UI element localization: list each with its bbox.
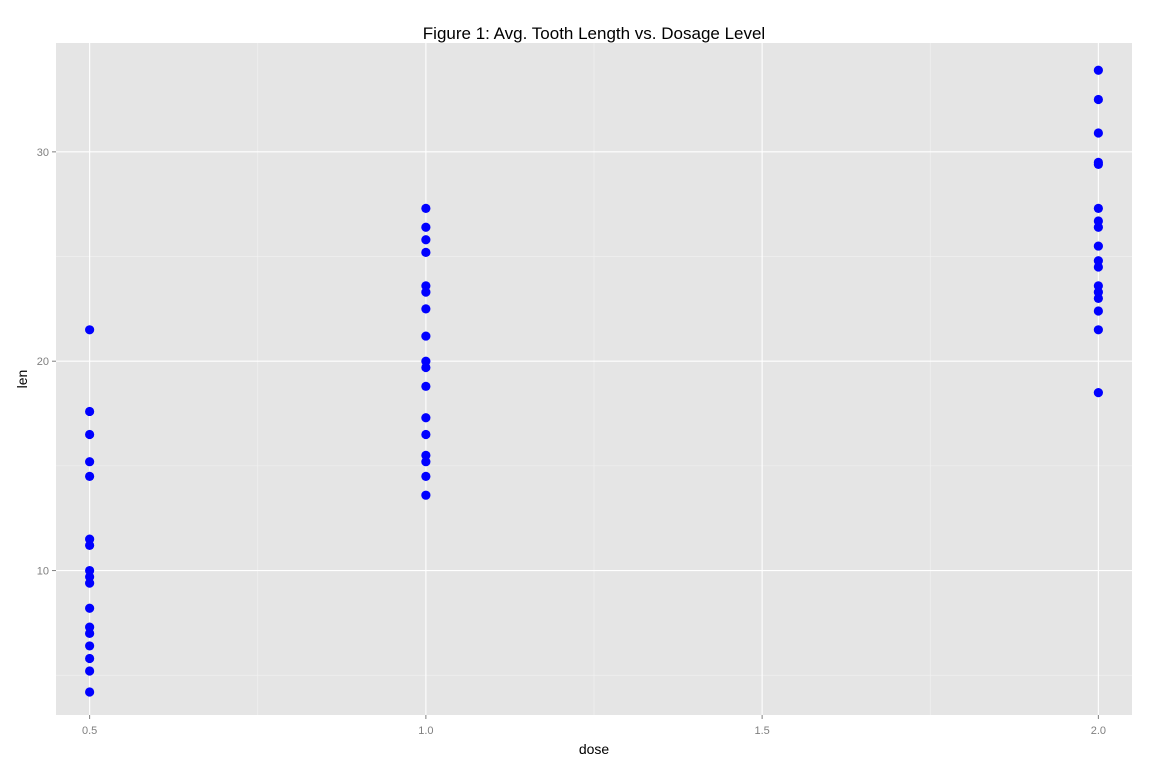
data-point <box>421 471 431 481</box>
data-point <box>421 356 431 366</box>
data-point <box>1093 203 1103 213</box>
data-point <box>1093 216 1103 226</box>
data-point <box>85 325 95 335</box>
data-point <box>421 247 431 257</box>
y-tick-label: 30 <box>37 147 49 159</box>
data-point <box>85 622 95 632</box>
data-point <box>85 429 95 440</box>
data-point <box>85 641 95 651</box>
data-point <box>85 471 95 481</box>
data-point <box>1093 256 1103 266</box>
data-point <box>421 235 431 245</box>
data-point <box>1093 241 1103 251</box>
x-tick-label: 1.0 <box>418 725 433 737</box>
data-point <box>85 666 95 676</box>
data-point <box>1093 306 1103 316</box>
data-point <box>85 653 95 664</box>
y-tick-label: 10 <box>37 566 49 578</box>
data-point <box>421 331 431 341</box>
x-tick-label: 0.5 <box>82 725 97 737</box>
data-point <box>421 450 431 461</box>
data-point <box>421 281 431 291</box>
data-point <box>85 406 95 417</box>
data-point <box>85 687 95 697</box>
axis-ticks: 0.5 1.0 1.5 2.0 10 20 30 <box>37 147 1106 737</box>
data-point <box>1093 281 1103 291</box>
y-axis-title: len <box>14 370 30 389</box>
x-tick-label: 1.5 <box>754 725 769 737</box>
x-axis-title: dose <box>579 741 610 757</box>
data-point <box>421 203 431 213</box>
y-tick-label: 20 <box>37 356 49 368</box>
data-point <box>1093 65 1103 75</box>
data-points <box>85 65 1103 697</box>
data-point <box>85 565 95 576</box>
data-point <box>421 381 431 391</box>
data-point <box>85 534 95 544</box>
data-point <box>421 413 431 423</box>
data-point <box>1093 388 1103 398</box>
data-point <box>421 222 431 232</box>
data-point <box>85 603 95 613</box>
data-point <box>421 304 431 314</box>
x-tick-label: 2.0 <box>1091 725 1106 737</box>
data-point <box>1093 94 1103 105</box>
data-point <box>1093 325 1103 335</box>
data-point <box>421 429 431 440</box>
chart-title: Figure 1: Avg. Tooth Length vs. Dosage L… <box>423 24 765 43</box>
data-point <box>1093 157 1103 167</box>
data-point <box>1093 128 1103 138</box>
data-point <box>421 490 431 500</box>
data-point <box>85 457 95 467</box>
grid-lines <box>56 43 1132 715</box>
